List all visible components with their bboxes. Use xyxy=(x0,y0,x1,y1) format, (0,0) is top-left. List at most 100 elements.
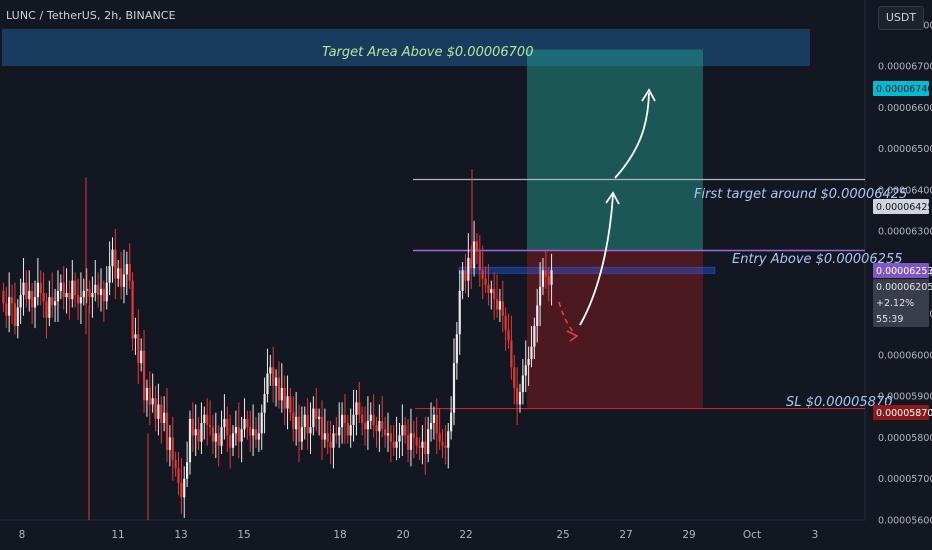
candle-body xyxy=(487,284,490,294)
loss-zone xyxy=(527,250,703,409)
candle-body xyxy=(226,418,229,436)
candle-body xyxy=(458,290,461,335)
candle-body xyxy=(484,278,487,285)
candle-body xyxy=(481,270,484,279)
candle-body xyxy=(197,429,200,442)
candle-body xyxy=(62,282,65,298)
candle-body xyxy=(432,414,436,424)
candle-body xyxy=(312,408,315,428)
candle-body xyxy=(300,427,303,442)
candle-body xyxy=(94,284,97,294)
candle-body xyxy=(194,429,197,436)
candle-body xyxy=(447,431,450,448)
currency-selector[interactable]: USDT xyxy=(878,6,924,30)
candle-body xyxy=(470,257,473,269)
candle-body xyxy=(125,264,128,275)
candle-body xyxy=(246,418,249,428)
candle-body xyxy=(45,301,48,318)
candle-body xyxy=(495,299,499,310)
candle-body xyxy=(39,282,42,294)
candle-body xyxy=(254,429,258,440)
price-tick-label: 0.00005600 xyxy=(878,516,932,527)
entry-price-tag-bg xyxy=(873,263,929,278)
time-tick-label: 22 xyxy=(459,529,472,541)
price-tick-label: 0.00005700 xyxy=(878,474,932,485)
pullback-arrow xyxy=(558,301,576,335)
candle-body xyxy=(208,425,212,428)
candle-body xyxy=(117,268,120,279)
candle-body xyxy=(31,290,34,308)
candle-body xyxy=(191,418,194,436)
candle-body xyxy=(163,412,166,424)
candle-body xyxy=(5,303,8,316)
time-tick-label: 18 xyxy=(333,529,346,541)
candle-body xyxy=(498,301,502,310)
candle-body xyxy=(188,418,192,463)
pullback-arrow-head xyxy=(566,330,579,342)
time-tick-label: 29 xyxy=(682,529,695,541)
candle-body xyxy=(493,288,496,300)
profit-zone xyxy=(527,49,703,251)
candle-body xyxy=(28,290,31,300)
candle-body xyxy=(102,288,105,302)
candle-body xyxy=(134,334,137,339)
candle-body xyxy=(151,398,154,405)
candle-body xyxy=(165,412,169,450)
candle-body xyxy=(36,282,39,298)
candle-body xyxy=(243,418,246,430)
candle-body xyxy=(524,365,527,376)
candle-body xyxy=(277,377,281,401)
candle-body xyxy=(452,363,456,413)
target-price-tag-bg xyxy=(873,81,929,96)
first-target-annotation: First target around $0.00006425 xyxy=(694,187,907,202)
candle-body xyxy=(395,441,398,448)
candle-body xyxy=(306,414,309,434)
candle-body xyxy=(369,414,372,421)
time-axis[interactable]: 8 11 13 15 18 20 22 25 27 29 Oct 3 xyxy=(19,529,819,541)
candle-body xyxy=(536,305,539,327)
target-area-zone xyxy=(2,28,810,67)
candle-body xyxy=(381,420,384,430)
candle-body xyxy=(82,290,85,298)
candle-body xyxy=(315,408,318,419)
candle-body xyxy=(240,429,243,442)
candle-body xyxy=(168,437,171,450)
candle-body xyxy=(283,387,286,409)
candle-body xyxy=(404,425,407,436)
countdown-text: 55:39 xyxy=(876,314,903,325)
candle-body xyxy=(145,387,149,401)
candle-body xyxy=(88,288,91,298)
candle-body xyxy=(406,435,410,450)
candle-body xyxy=(59,282,62,291)
candle-body xyxy=(349,425,352,436)
sl-annotation: SL $0.00005870 xyxy=(786,395,892,410)
candle-body xyxy=(65,293,68,298)
candle-body xyxy=(16,307,19,327)
candle-body xyxy=(99,288,103,296)
candle-body xyxy=(234,427,237,434)
candle-body xyxy=(249,427,252,436)
projection-arrow-upper-head xyxy=(641,88,656,102)
first-target-price-tag-text: 0.00006425 xyxy=(876,202,932,213)
candles-group xyxy=(2,169,553,520)
current-price-tag: 0.00006205 +2.12% 55:39 xyxy=(873,279,932,327)
time-tick-label: 13 xyxy=(174,529,187,541)
current-price-tag-bg xyxy=(873,279,929,327)
candle-body xyxy=(358,402,361,415)
candle-body xyxy=(530,346,533,360)
time-tick-label: 20 xyxy=(396,529,409,541)
candle-body xyxy=(444,445,447,448)
candle-body xyxy=(157,404,160,419)
time-tick-label: 3 xyxy=(812,529,819,541)
candle-body xyxy=(386,433,390,436)
candle-body xyxy=(171,437,174,461)
candle-body xyxy=(2,290,5,304)
candle-body xyxy=(272,367,275,386)
candle-body xyxy=(8,297,11,316)
time-tick-label: Oct xyxy=(743,529,761,541)
candle-body xyxy=(338,427,341,436)
candle-body xyxy=(438,433,441,442)
candle-body xyxy=(510,340,513,368)
candle-body xyxy=(309,427,312,434)
